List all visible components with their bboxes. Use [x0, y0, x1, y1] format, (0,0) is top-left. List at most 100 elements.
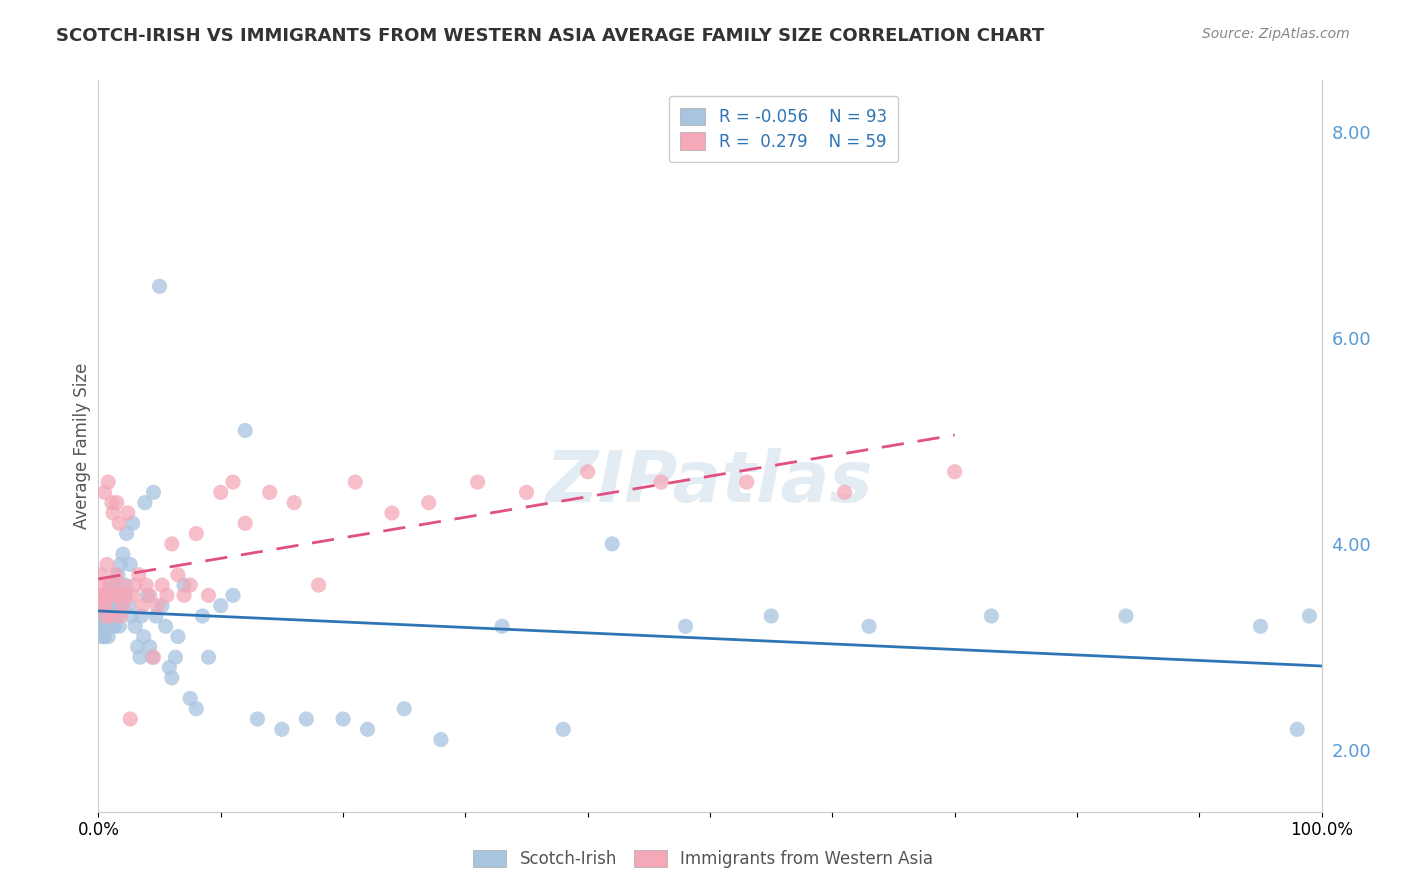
- Point: [120, 558, 142, 572]
- Point: [101, 609, 124, 624]
- Point: [156, 588, 179, 602]
- Point: [233, 516, 256, 531]
- Point: [167, 630, 190, 644]
- Point: [89, 588, 111, 602]
- Point: [105, 588, 128, 602]
- Point: [97, 630, 120, 644]
- Point: [467, 475, 489, 489]
- Point: [129, 609, 152, 624]
- Point: [600, 537, 623, 551]
- Point: [93, 619, 115, 633]
- Point: [128, 567, 150, 582]
- Point: [121, 516, 143, 531]
- Point: [96, 619, 118, 633]
- Point: [356, 723, 378, 737]
- Point: [141, 650, 163, 665]
- Point: [90, 619, 112, 633]
- Point: [675, 619, 697, 633]
- Point: [308, 578, 330, 592]
- Point: [103, 619, 125, 633]
- Point: [97, 475, 120, 489]
- Point: [91, 588, 114, 602]
- Point: [91, 619, 114, 633]
- Point: [139, 588, 162, 602]
- Point: [197, 588, 219, 602]
- Point: [101, 506, 124, 520]
- Point: [381, 506, 404, 520]
- Point: [96, 599, 118, 613]
- Point: [150, 578, 173, 592]
- Point: [93, 599, 115, 613]
- Point: [233, 424, 256, 438]
- Point: [90, 588, 112, 602]
- Point: [834, 485, 856, 500]
- Point: [103, 588, 125, 602]
- Point: [145, 609, 167, 624]
- Legend: Scotch-Irish, Immigrants from Western Asia: Scotch-Irish, Immigrants from Western As…: [467, 843, 939, 875]
- Point: [222, 588, 245, 602]
- Legend: R = -0.056    N = 93, R =  0.279    N = 59: R = -0.056 N = 93, R = 0.279 N = 59: [668, 96, 898, 162]
- Point: [222, 475, 245, 489]
- Point: [135, 578, 157, 592]
- Point: [332, 712, 354, 726]
- Point: [98, 578, 121, 592]
- Point: [129, 650, 152, 665]
- Point: [131, 599, 153, 613]
- Point: [93, 485, 115, 500]
- Point: [118, 599, 141, 613]
- Point: [93, 609, 115, 624]
- Point: [858, 619, 880, 633]
- Point: [980, 609, 1002, 624]
- Point: [96, 558, 118, 572]
- Point: [121, 588, 143, 602]
- Point: [104, 578, 127, 592]
- Point: [94, 609, 117, 624]
- Point: [553, 723, 575, 737]
- Point: [186, 702, 208, 716]
- Point: [100, 609, 122, 624]
- Point: [91, 599, 114, 613]
- Point: [91, 599, 114, 613]
- Point: [127, 640, 149, 654]
- Point: [91, 630, 114, 644]
- Point: [101, 588, 124, 602]
- Point: [108, 619, 131, 633]
- Point: [114, 588, 136, 602]
- Point: [111, 547, 134, 561]
- Point: [117, 506, 139, 520]
- Point: [160, 671, 183, 685]
- Point: [111, 599, 134, 613]
- Point: [96, 588, 118, 602]
- Point: [100, 578, 122, 592]
- Point: [107, 567, 129, 582]
- Point: [91, 588, 114, 602]
- Point: [111, 599, 134, 613]
- Point: [101, 599, 124, 613]
- Text: SCOTCH-IRISH VS IMMIGRANTS FROM WESTERN ASIA AVERAGE FAMILY SIZE CORRELATION CHA: SCOTCH-IRISH VS IMMIGRANTS FROM WESTERN …: [56, 27, 1045, 45]
- Point: [124, 619, 146, 633]
- Point: [136, 588, 159, 602]
- Point: [114, 578, 136, 592]
- Point: [104, 567, 127, 582]
- Point: [111, 578, 134, 592]
- Y-axis label: Average Family Size: Average Family Size: [73, 363, 91, 529]
- Text: ZIPatlas: ZIPatlas: [547, 448, 873, 517]
- Point: [105, 496, 128, 510]
- Point: [259, 485, 281, 500]
- Point: [186, 526, 208, 541]
- Point: [149, 279, 172, 293]
- Point: [94, 609, 117, 624]
- Point: [139, 640, 162, 654]
- Point: [209, 485, 232, 500]
- Point: [392, 702, 416, 716]
- Point: [197, 650, 219, 665]
- Point: [94, 619, 117, 633]
- Point: [142, 485, 165, 500]
- Point: [142, 650, 165, 665]
- Point: [650, 475, 672, 489]
- Point: [165, 650, 187, 665]
- Point: [179, 578, 201, 592]
- Point: [120, 609, 142, 624]
- Point: [91, 609, 114, 624]
- Point: [418, 496, 440, 510]
